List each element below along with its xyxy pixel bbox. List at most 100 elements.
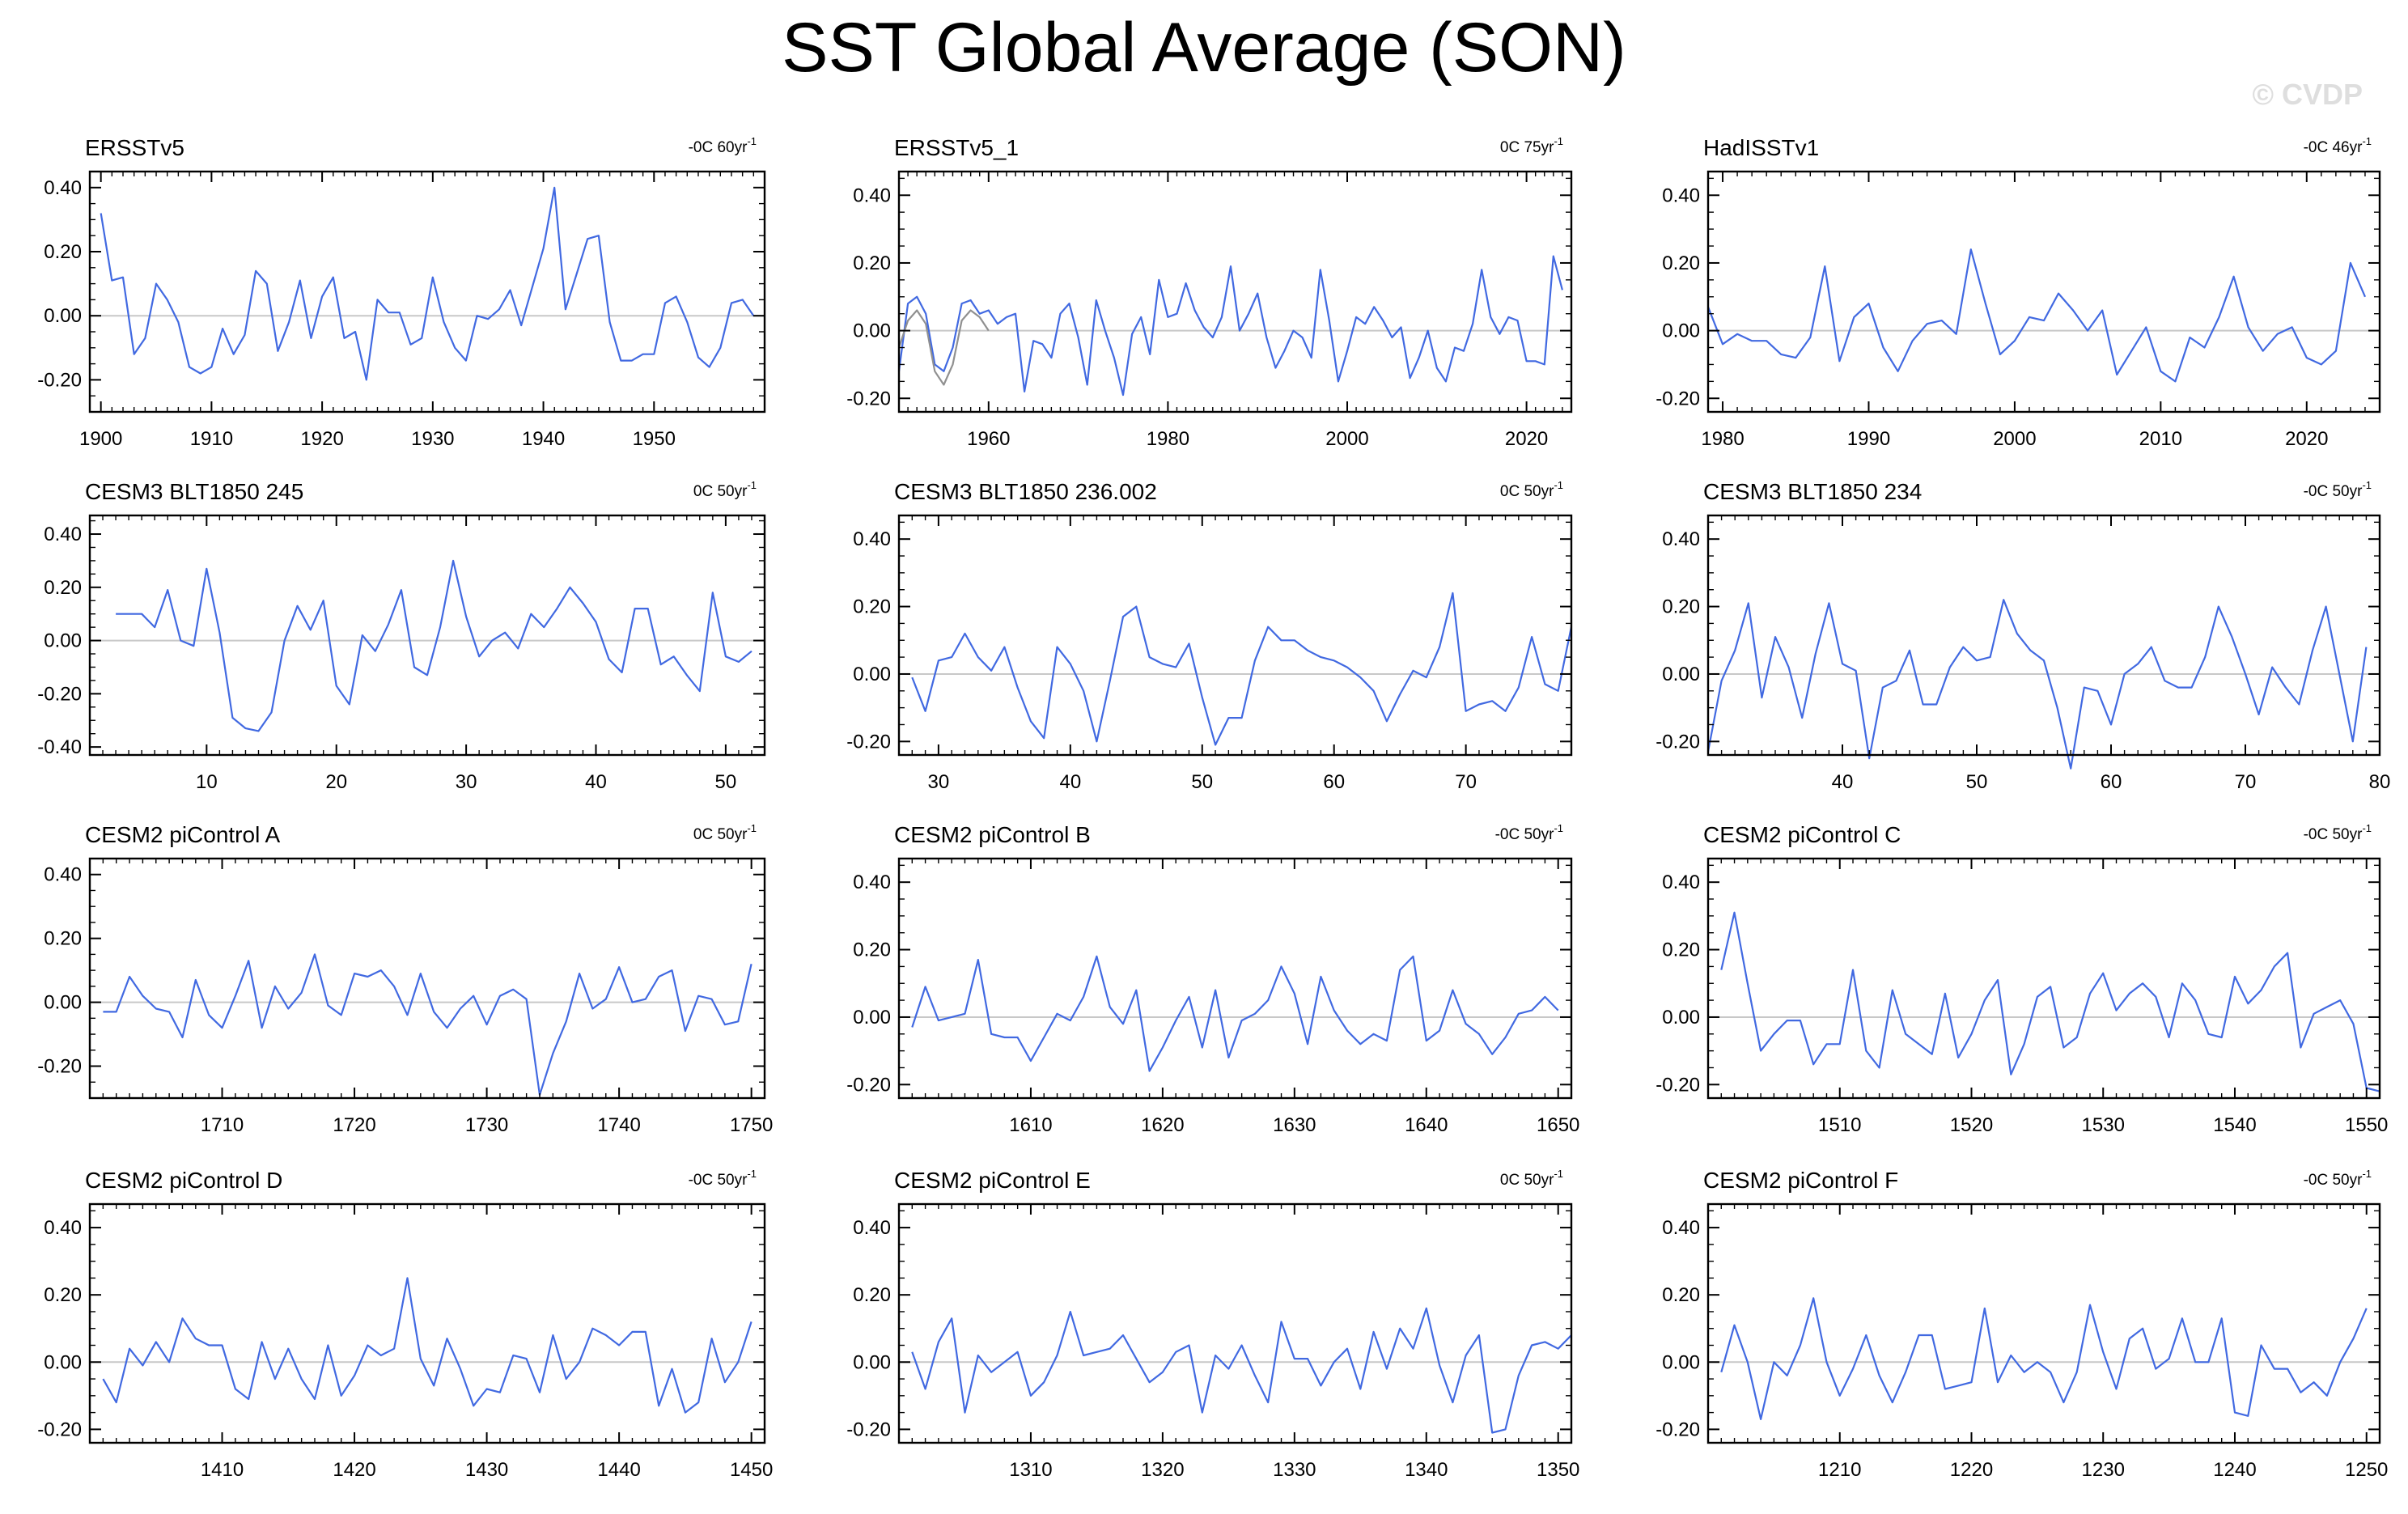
y-tick-label: 0.00 — [44, 305, 82, 327]
panel-9: 1510 1520 1530 1540 1550 -0.20 0.00 0.20 0.40 CES… — [1656, 822, 2388, 1136]
panel-6: 40 50 60 70 80 -0.20 0.00 0.20 0.40 CESM3 BLT1850… — [1656, 479, 2390, 793]
secondary-series-line — [897, 309, 990, 386]
x-tick-label: 1450 — [730, 1459, 773, 1481]
x-tick-label: 1630 — [1273, 1114, 1316, 1136]
y-tick-label: 0.00 — [853, 1007, 891, 1028]
x-tick-label: 1550 — [2345, 1114, 2388, 1136]
y-tick-label: 0.20 — [853, 596, 891, 618]
x-tick-label: 2000 — [1993, 428, 2036, 450]
trend-annotation: -0C 50yr-1 — [2304, 1168, 2372, 1189]
x-tick-label: 30 — [456, 771, 477, 793]
plot-frame — [897, 857, 1573, 1100]
y-tick-label: 0.00 — [44, 992, 82, 1014]
plot-frame — [88, 1202, 766, 1444]
x-tick-label: 1520 — [1950, 1114, 1993, 1136]
x-tick-label: 10 — [196, 771, 218, 793]
x-tick-label: 1410 — [201, 1459, 244, 1481]
panel-1: 1900 1910 1920 1930 1940 1950 -0.20 0.00 0.20 0.4… — [37, 135, 766, 450]
x-tick-label: 1610 — [1009, 1114, 1052, 1136]
y-tick-label: 0.40 — [44, 177, 82, 199]
x-tick-label: 1710 — [201, 1114, 244, 1136]
x-tick-label: 50 — [1191, 771, 1213, 793]
series-line — [897, 255, 1563, 397]
x-tick-label: 1620 — [1141, 1114, 1184, 1136]
x-tick-label: 1640 — [1405, 1114, 1448, 1136]
x-tick-label: 50 — [715, 771, 737, 793]
y-tick-label: 0.40 — [853, 872, 891, 893]
y-tick-label: -0.20 — [846, 388, 891, 409]
panel-2: 1960 1980 2000 2020 -0.20 0.00 0.20 0.40 ERSSTv5… — [846, 135, 1573, 450]
trend-annotation: -0C 50yr-1 — [2304, 822, 2372, 843]
y-tick-label: 0.20 — [853, 1284, 891, 1306]
x-tick-label: 1530 — [2082, 1114, 2125, 1136]
x-tick-label: 1350 — [1537, 1459, 1579, 1481]
trend-annotation: -0C 50yr-1 — [2304, 479, 2372, 500]
x-tick-label: 1730 — [465, 1114, 508, 1136]
y-tick-label: 0.40 — [1662, 1217, 1700, 1239]
y-tick-label: -0.20 — [1656, 731, 1700, 753]
y-tick-label: 0.20 — [1662, 939, 1700, 961]
series-line — [100, 186, 755, 381]
x-tick-label: 1540 — [2213, 1114, 2256, 1136]
series-line — [1720, 1297, 2368, 1421]
x-tick-label: 1720 — [333, 1114, 375, 1136]
plot-frame — [1706, 1202, 2381, 1444]
x-tick-label: 1440 — [597, 1459, 640, 1481]
x-tick-label: 1930 — [411, 428, 454, 450]
plot-frame — [897, 514, 1573, 757]
x-tick-label: 1740 — [597, 1114, 640, 1136]
panel-7: 1710 1720 1730 1740 1750 -0.20 0.00 0.20 0.40CES… — [37, 822, 773, 1136]
series-line — [1706, 248, 2367, 383]
y-tick-label: -0.20 — [846, 731, 891, 753]
y-tick-label: 0.40 — [853, 1217, 891, 1239]
x-tick-label: 1240 — [2213, 1459, 2256, 1481]
x-tick-label: 1330 — [1273, 1459, 1316, 1481]
trend-annotation: -0C 46yr-1 — [2304, 135, 2372, 156]
panel-title: HadISSTv1 — [1703, 135, 1819, 160]
x-tick-label: 40 — [1059, 771, 1081, 793]
x-tick-label: 1220 — [1950, 1459, 1993, 1481]
y-tick-label: 0.20 — [853, 939, 891, 961]
panel-title: CESM3 BLT1850 236.002 — [894, 479, 1157, 504]
y-tick-label: 0.20 — [1662, 596, 1700, 618]
x-tick-label: 1940 — [522, 428, 565, 450]
plot-frame — [897, 1202, 1573, 1444]
x-tick-label: 1230 — [2082, 1459, 2125, 1481]
y-tick-label: -0.20 — [37, 1419, 82, 1440]
trend-annotation: 0C 75yr-1 — [1500, 135, 1563, 156]
y-tick-label: 0.20 — [44, 1284, 82, 1306]
plot-frame — [1706, 514, 2381, 757]
y-tick-label: 0.40 — [44, 864, 82, 886]
x-tick-label: 1320 — [1141, 1459, 1184, 1481]
y-tick-label: -0.20 — [1656, 1419, 1700, 1440]
trend-annotation: -0C 50yr-1 — [1495, 822, 1563, 843]
panel-title: ERSSTv5_1 — [894, 135, 1019, 160]
y-tick-label: 0.40 — [1662, 184, 1700, 206]
panel-3: 1980 1990 2000 2010 2020 -0.20 0.00 0.20 0.40 Had… — [1656, 135, 2381, 450]
panel-8: 1610 1620 1630 1640 1650 -0.20 0.00 0.20 0.40 CES… — [846, 822, 1579, 1136]
series-line — [1720, 911, 2380, 1092]
trend-annotation: -0C 50yr-1 — [689, 1168, 757, 1189]
y-tick-label: -0.20 — [1656, 388, 1700, 409]
series-line — [911, 592, 1573, 746]
x-tick-label: 40 — [1832, 771, 1854, 793]
x-tick-label: 2020 — [2285, 428, 2328, 450]
x-tick-label: 2010 — [2139, 428, 2182, 450]
y-tick-label: -0.20 — [846, 1074, 891, 1096]
x-tick-label: 1900 — [79, 428, 122, 450]
y-tick-label: 0.40 — [853, 184, 891, 206]
y-tick-label: 0.00 — [44, 630, 82, 652]
y-tick-label: 0.00 — [1662, 320, 1700, 342]
y-tick-label: 0.00 — [853, 320, 891, 342]
y-tick-label: -0.20 — [846, 1419, 891, 1440]
y-tick-label: 0.40 — [1662, 528, 1700, 550]
x-tick-label: 60 — [1323, 771, 1345, 793]
y-tick-label: 0.00 — [853, 1351, 891, 1373]
panel-title: CESM2 piControl D — [85, 1168, 282, 1193]
y-tick-label: -0.20 — [37, 369, 82, 391]
x-tick-label: 60 — [2101, 771, 2122, 793]
panel-title: CESM2 piControl A — [85, 822, 281, 847]
y-tick-label: 0.20 — [44, 577, 82, 599]
x-tick-label: 2000 — [1325, 428, 1368, 450]
